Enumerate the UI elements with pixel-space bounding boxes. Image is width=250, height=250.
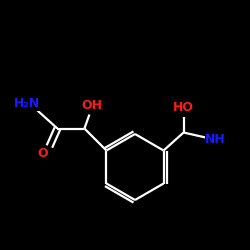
Text: O: O <box>37 147 48 160</box>
Text: HO: HO <box>173 101 194 114</box>
Text: OH: OH <box>81 99 102 112</box>
Text: H₂N: H₂N <box>14 97 40 110</box>
Text: NH: NH <box>205 133 226 146</box>
